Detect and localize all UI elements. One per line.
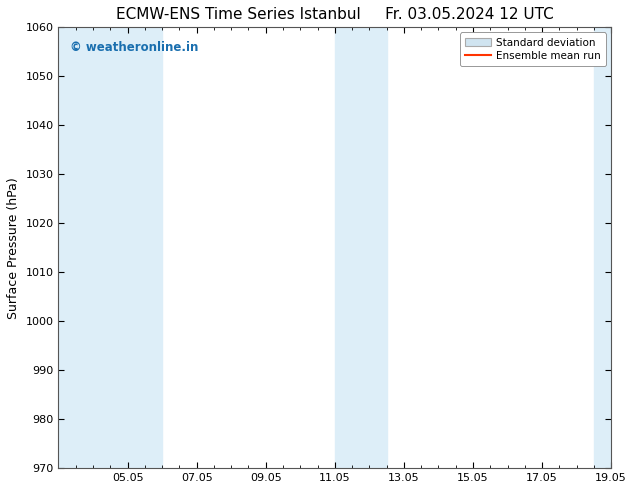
Bar (594, 27, 611, 468)
Legend: Standard deviation, Ensemble mean run: Standard deviation, Ensemble mean run (460, 32, 606, 66)
Title: ECMW-ENS Time Series Istanbul     Fr. 03.05.2024 12 UTC: ECMW-ENS Time Series Istanbul Fr. 03.05.… (116, 7, 553, 22)
Bar (335, 27, 387, 468)
Text: © weatheronline.in: © weatheronline.in (70, 41, 198, 53)
Bar (58, 27, 162, 468)
Y-axis label: Surface Pressure (hPa): Surface Pressure (hPa) (7, 177, 20, 318)
